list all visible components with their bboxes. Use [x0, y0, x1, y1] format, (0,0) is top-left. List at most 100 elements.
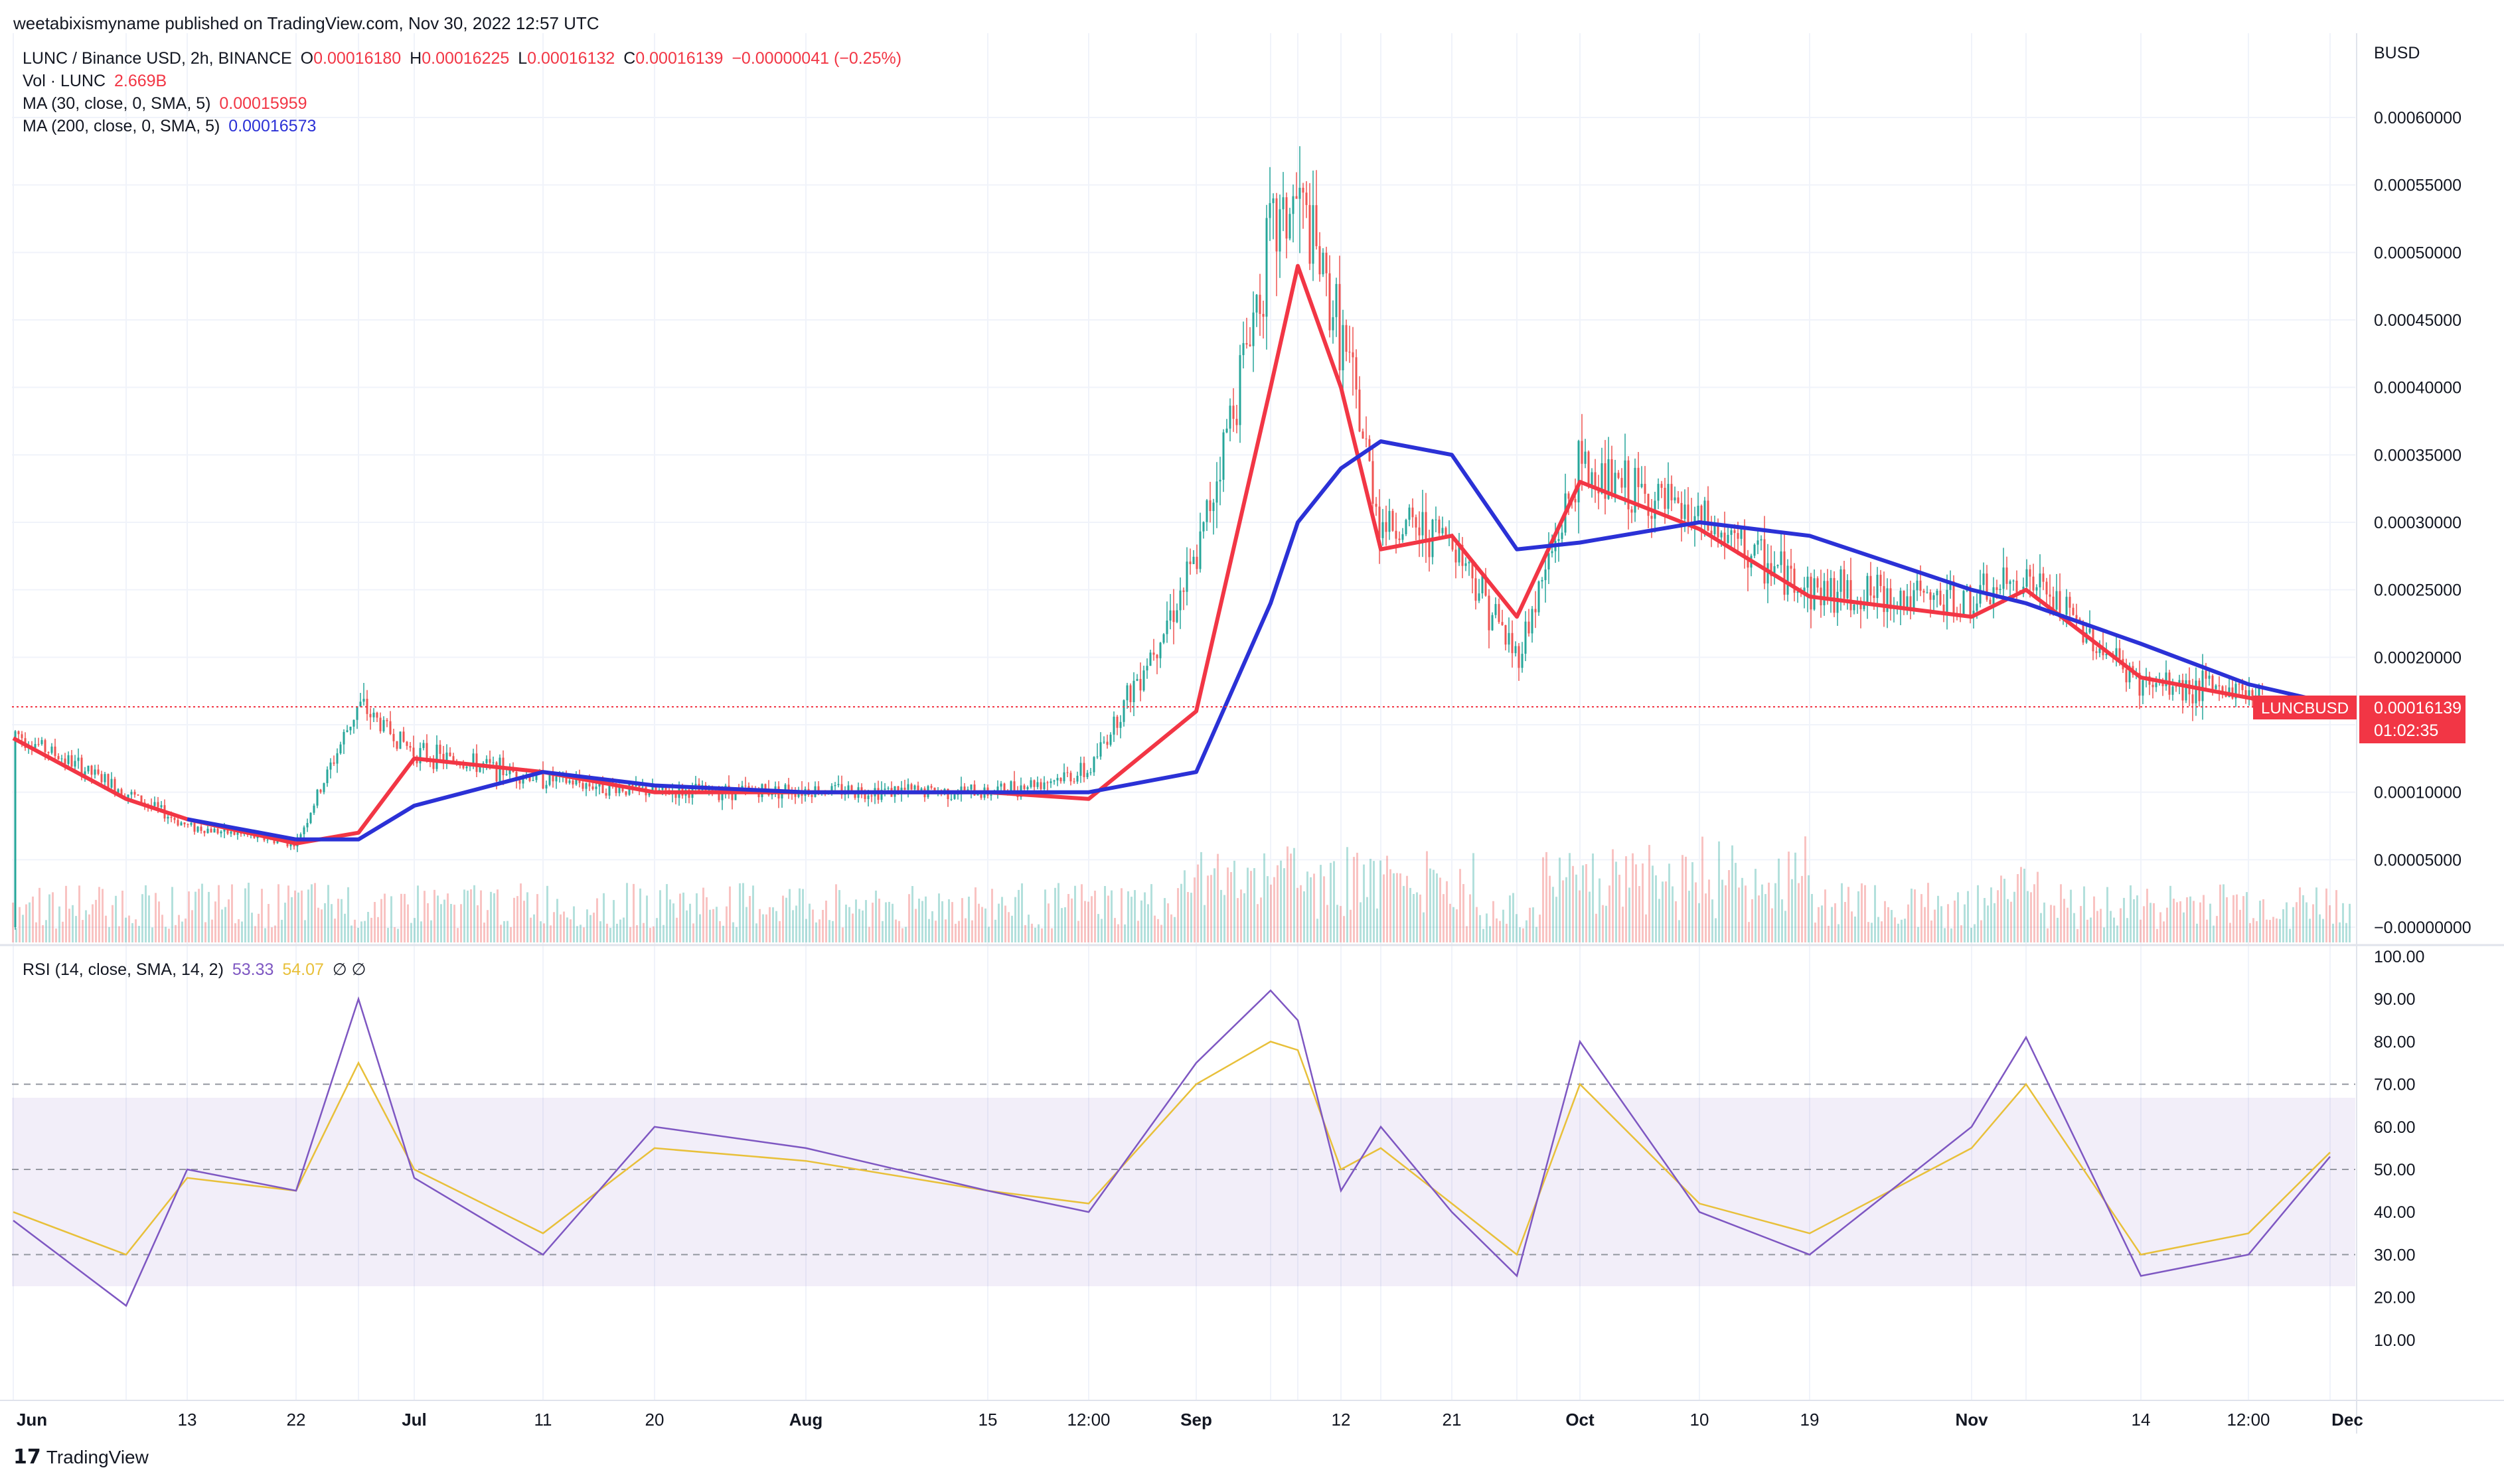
- volume-bar: [2319, 914, 2321, 942]
- candle-body: [1873, 595, 1875, 598]
- volume-bar: [2226, 897, 2228, 942]
- volume-bar: [35, 922, 37, 942]
- volume-bar: [141, 894, 143, 942]
- candle-body: [1903, 591, 1905, 608]
- volume-bar: [855, 899, 857, 942]
- volume-bar: [1452, 907, 1454, 942]
- volume-bar: [58, 906, 60, 942]
- volume-bar: [1887, 907, 1889, 942]
- volume-bar: [1884, 901, 1886, 942]
- volume-bar: [351, 925, 352, 942]
- candle-body: [1033, 780, 1036, 787]
- candle-body: [1202, 522, 1205, 532]
- candle-body: [817, 786, 820, 794]
- volume-bar: [1330, 863, 1332, 942]
- volume-bar: [2140, 919, 2142, 942]
- candle-body: [1342, 325, 1344, 370]
- candle-body: [1305, 192, 1308, 205]
- volume-bar: [477, 905, 479, 942]
- price-tick-label: 0.00060000: [2374, 109, 2462, 127]
- volume-bar: [1253, 868, 1255, 942]
- candle-body: [1252, 312, 1255, 346]
- volume-bar: [619, 919, 621, 942]
- candle-body: [1355, 357, 1358, 390]
- volume-bar: [2126, 918, 2128, 942]
- candle-body: [2165, 672, 2167, 686]
- volume-bar: [1240, 889, 1242, 942]
- volume-bar: [1559, 857, 1561, 942]
- volume-bar: [185, 919, 187, 942]
- volume-bar: [1131, 897, 1133, 942]
- candle-body: [864, 793, 866, 799]
- volume-bar: [2000, 875, 2002, 942]
- volume-bar: [1306, 871, 1308, 942]
- volume-bar: [2027, 891, 2029, 942]
- candle-body: [1577, 441, 1580, 502]
- volume-bar: [2156, 928, 2158, 942]
- volume-bar: [1984, 898, 1986, 942]
- volume-bar: [742, 883, 744, 942]
- volume-bar: [858, 909, 860, 942]
- volume-bar: [2037, 871, 2039, 942]
- candle-body: [1737, 533, 1739, 539]
- candle-body: [349, 726, 352, 731]
- volume-bar: [2223, 884, 2225, 942]
- volume-bar: [978, 903, 980, 942]
- volume-bar: [1277, 865, 1279, 942]
- volume-bar: [702, 887, 704, 942]
- candle-body: [183, 822, 186, 824]
- volume-bar: [2302, 895, 2304, 942]
- candle-body: [731, 792, 734, 800]
- candle-body: [1610, 459, 1613, 496]
- candle-body: [343, 731, 345, 745]
- volume-bar: [1615, 861, 1617, 942]
- volume-bar: [2206, 919, 2208, 942]
- volume-bar: [1018, 889, 1020, 942]
- volume-bar: [782, 895, 784, 942]
- candle-body: [1026, 786, 1029, 789]
- volume-bar: [2279, 919, 2281, 942]
- volume-bar: [699, 914, 701, 942]
- candle-body: [2201, 670, 2204, 702]
- candle-body: [1776, 565, 1779, 567]
- candle-body: [1093, 757, 1095, 773]
- volume-bar: [178, 915, 180, 942]
- volume-bar: [586, 909, 588, 942]
- volume-bar: [1177, 888, 1179, 942]
- volume-bar: [2166, 907, 2168, 942]
- volume-bar: [1499, 921, 1501, 942]
- legend-rsi: 53.33: [232, 960, 274, 979]
- volume-bar: [1373, 861, 1375, 942]
- volume-bar: [1104, 886, 1106, 942]
- candle-body: [897, 786, 900, 794]
- volume-bar: [895, 919, 897, 942]
- volume-bar: [268, 904, 270, 942]
- volume-bar: [1901, 919, 1903, 942]
- candle-body: [1325, 252, 1328, 273]
- candle-body: [1471, 561, 1474, 579]
- volume-bar: [2289, 928, 2291, 942]
- candle-body: [2215, 685, 2217, 690]
- candle-body: [276, 840, 279, 844]
- volume-bar: [2159, 912, 2161, 942]
- candle-body: [1833, 577, 1836, 613]
- candle-body: [834, 785, 836, 786]
- volume-bar: [1791, 879, 1793, 942]
- candle-body: [618, 787, 621, 794]
- volume-bar: [546, 885, 548, 942]
- volume-bar: [2282, 909, 2284, 942]
- volume-bar: [2176, 902, 2178, 942]
- volume-bar: [928, 919, 930, 942]
- tradingview-footer[interactable]: 17 TradingView: [13, 1446, 149, 1469]
- candle-body: [1113, 716, 1115, 735]
- candle-body: [1401, 534, 1404, 540]
- candle-body: [1647, 494, 1650, 516]
- volume-bar: [1260, 897, 1262, 942]
- volume-bar: [88, 914, 90, 942]
- volume-bar: [2033, 884, 2035, 942]
- volume-bar: [951, 902, 953, 942]
- candle-body: [784, 784, 787, 791]
- candle-body: [329, 762, 332, 770]
- volume-bar: [686, 910, 688, 942]
